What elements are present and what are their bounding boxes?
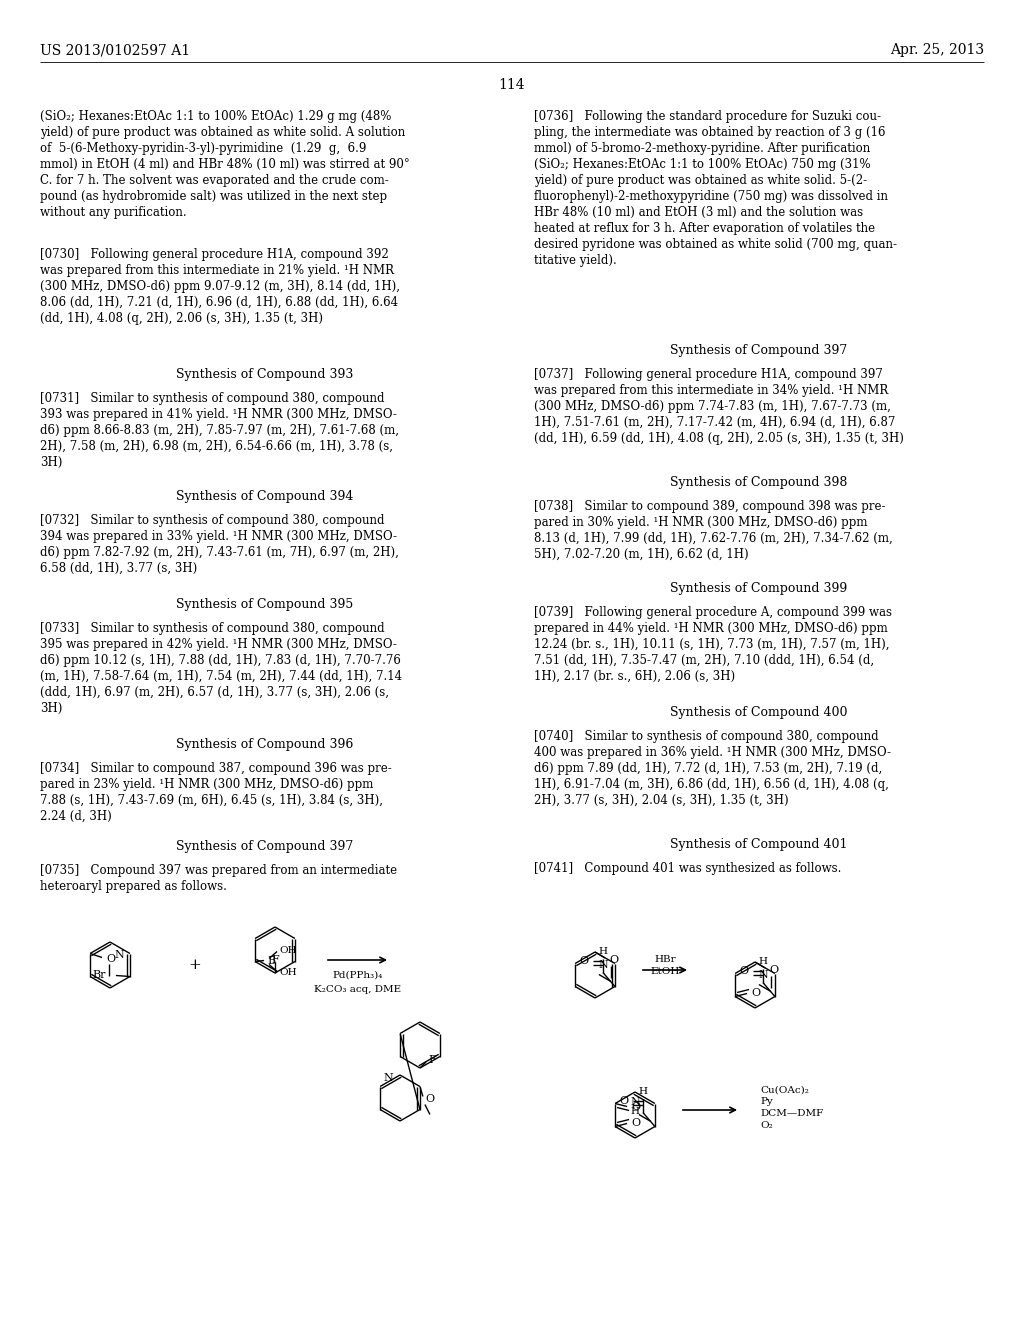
Text: HBr: HBr (654, 956, 676, 965)
Text: [0734]   Similar to compound 387, compound 396 was pre-
pared in 23% yield. ¹H N: [0734] Similar to compound 387, compound… (40, 762, 392, 822)
Text: H: H (759, 957, 767, 966)
Text: N: N (598, 961, 608, 970)
Text: EtOH: EtOH (650, 968, 680, 977)
Text: Synthesis of Compound 400: Synthesis of Compound 400 (671, 706, 848, 719)
Text: Br: Br (92, 969, 105, 979)
Text: F: F (428, 1055, 436, 1065)
Text: Synthesis of Compound 398: Synthesis of Compound 398 (671, 477, 848, 488)
Text: +: + (188, 958, 202, 972)
Text: [0738]   Similar to compound 389, compound 398 was pre-
pared in 30% yield. ¹H N: [0738] Similar to compound 389, compound… (534, 500, 893, 561)
Text: (SiO₂; Hexanes:EtOAc 1:1 to 100% EtOAc) 1.29 g mg (48%
yield) of pure product wa: (SiO₂; Hexanes:EtOAc 1:1 to 100% EtOAc) … (40, 110, 410, 219)
Text: Cu(OAc)₂: Cu(OAc)₂ (760, 1085, 809, 1094)
Text: Py: Py (760, 1097, 773, 1106)
Text: [0737]   Following general procedure H1A, compound 397
was prepared from this in: [0737] Following general procedure H1A, … (534, 368, 904, 445)
Text: [0733]   Similar to synthesis of compound 380, compound
395 was prepared in 42% : [0733] Similar to synthesis of compound … (40, 622, 402, 715)
Text: [0739]   Following general procedure A, compound 399 was
prepared in 44% yield. : [0739] Following general procedure A, co… (534, 606, 892, 682)
Text: Synthesis of Compound 397: Synthesis of Compound 397 (671, 345, 848, 356)
Text: O₂: O₂ (760, 1122, 773, 1130)
Text: H: H (638, 1086, 647, 1096)
Text: [0731]   Similar to synthesis of compound 380, compound
393 was prepared in 41% : [0731] Similar to synthesis of compound … (40, 392, 399, 469)
Text: O: O (106, 954, 116, 965)
Text: O: O (425, 1093, 434, 1104)
Text: O: O (739, 965, 749, 975)
Text: O: O (631, 1102, 640, 1113)
Text: N: N (758, 970, 768, 981)
Text: [0741]   Compound 401 was synthesized as follows.: [0741] Compound 401 was synthesized as f… (534, 862, 842, 875)
Text: O: O (769, 965, 778, 975)
Text: Synthesis of Compound 396: Synthesis of Compound 396 (176, 738, 353, 751)
Text: US 2013/0102597 A1: US 2013/0102597 A1 (40, 44, 190, 57)
Text: O: O (751, 987, 760, 998)
Text: O: O (580, 956, 589, 965)
Text: [0736]   Following the standard procedure for Suzuki cou-
pling, the intermediat: [0736] Following the standard procedure … (534, 110, 897, 267)
Text: Synthesis of Compound 399: Synthesis of Compound 399 (671, 582, 848, 595)
Text: [0730]   Following general procedure H1A, compound 392
was prepared from this in: [0730] Following general procedure H1A, … (40, 248, 400, 325)
Text: OH: OH (280, 946, 297, 954)
Text: [0740]   Similar to synthesis of compound 380, compound
400 was prepared in 36% : [0740] Similar to synthesis of compound … (534, 730, 891, 807)
Text: H: H (598, 946, 607, 956)
Text: F: F (271, 954, 279, 965)
Text: Synthesis of Compound 395: Synthesis of Compound 395 (176, 598, 353, 611)
Text: Apr. 25, 2013: Apr. 25, 2013 (890, 44, 984, 57)
Text: N: N (630, 1097, 640, 1107)
Text: Synthesis of Compound 394: Synthesis of Compound 394 (176, 490, 353, 503)
Text: B: B (267, 957, 275, 966)
Text: [0732]   Similar to synthesis of compound 380, compound
394 was prepared in 33% : [0732] Similar to synthesis of compound … (40, 513, 399, 576)
Text: O: O (609, 954, 618, 965)
Text: 114: 114 (499, 78, 525, 92)
Text: H: H (631, 1107, 640, 1117)
Text: N: N (114, 949, 124, 960)
Text: Synthesis of Compound 393: Synthesis of Compound 393 (176, 368, 353, 381)
Text: N: N (383, 1073, 393, 1082)
Text: OH: OH (280, 968, 297, 977)
Text: Pd(PPh₃)₄: Pd(PPh₃)₄ (333, 970, 383, 979)
Text: Synthesis of Compound 397: Synthesis of Compound 397 (176, 840, 353, 853)
Text: O: O (631, 1118, 640, 1127)
Text: DCM—DMF: DCM—DMF (760, 1110, 823, 1118)
Text: [0735]   Compound 397 was prepared from an intermediate
heteroaryl prepared as f: [0735] Compound 397 was prepared from an… (40, 865, 397, 894)
Text: O: O (620, 1096, 629, 1106)
Text: Synthesis of Compound 401: Synthesis of Compound 401 (671, 838, 848, 851)
Text: K₂CO₃ acq, DME: K₂CO₃ acq, DME (314, 986, 401, 994)
